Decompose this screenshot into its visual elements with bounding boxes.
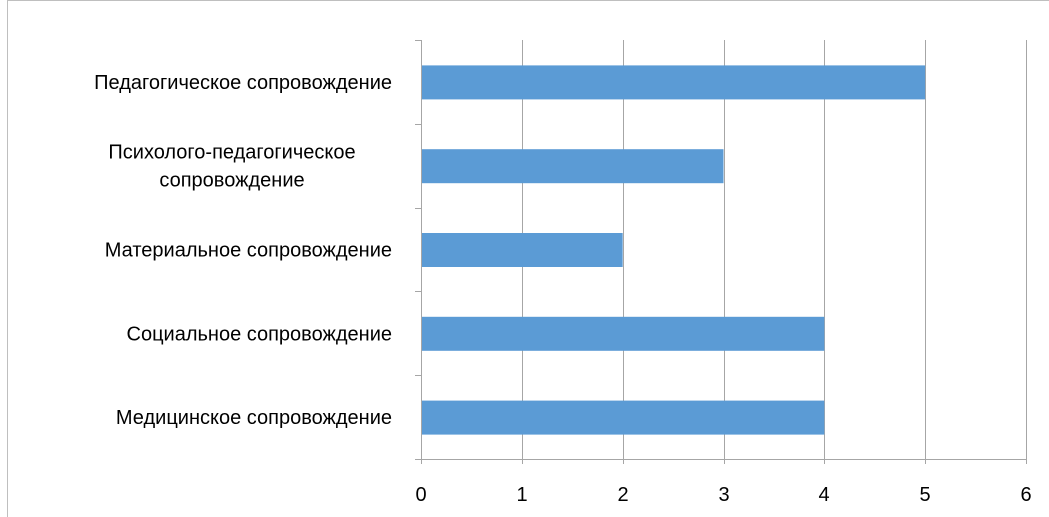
category-label: сопровождение (159, 170, 304, 192)
category-label: Материальное сопровождение (105, 240, 392, 262)
x-tick-labels: 0 1 2 3 4 5 6 (415, 484, 1031, 506)
category-label: Медицинское сопровождение (116, 407, 392, 429)
bar (421, 233, 623, 267)
chart-frame (7, 0, 1049, 517)
bars (421, 65, 926, 435)
bar (421, 65, 926, 100)
x-tick-label: 6 (1020, 484, 1031, 506)
bar (421, 316, 825, 351)
category-label: Педагогическое сопровождение (94, 72, 392, 94)
category-label: Социальное сопровождение (127, 323, 393, 345)
category-label: Психолого-педагогическое (108, 142, 355, 164)
x-tick-label: 0 (415, 484, 426, 506)
bar (421, 400, 825, 435)
bar (421, 149, 724, 184)
x-tick-label: 1 (516, 484, 527, 506)
x-tick-label: 2 (617, 484, 628, 506)
x-tick-label: 4 (818, 484, 829, 506)
category-labels: Педагогическое сопровождение Психолого-пе… (94, 72, 392, 429)
x-tick-label: 3 (718, 484, 729, 506)
x-tick-label: 5 (919, 484, 930, 506)
axes (415, 40, 1027, 464)
